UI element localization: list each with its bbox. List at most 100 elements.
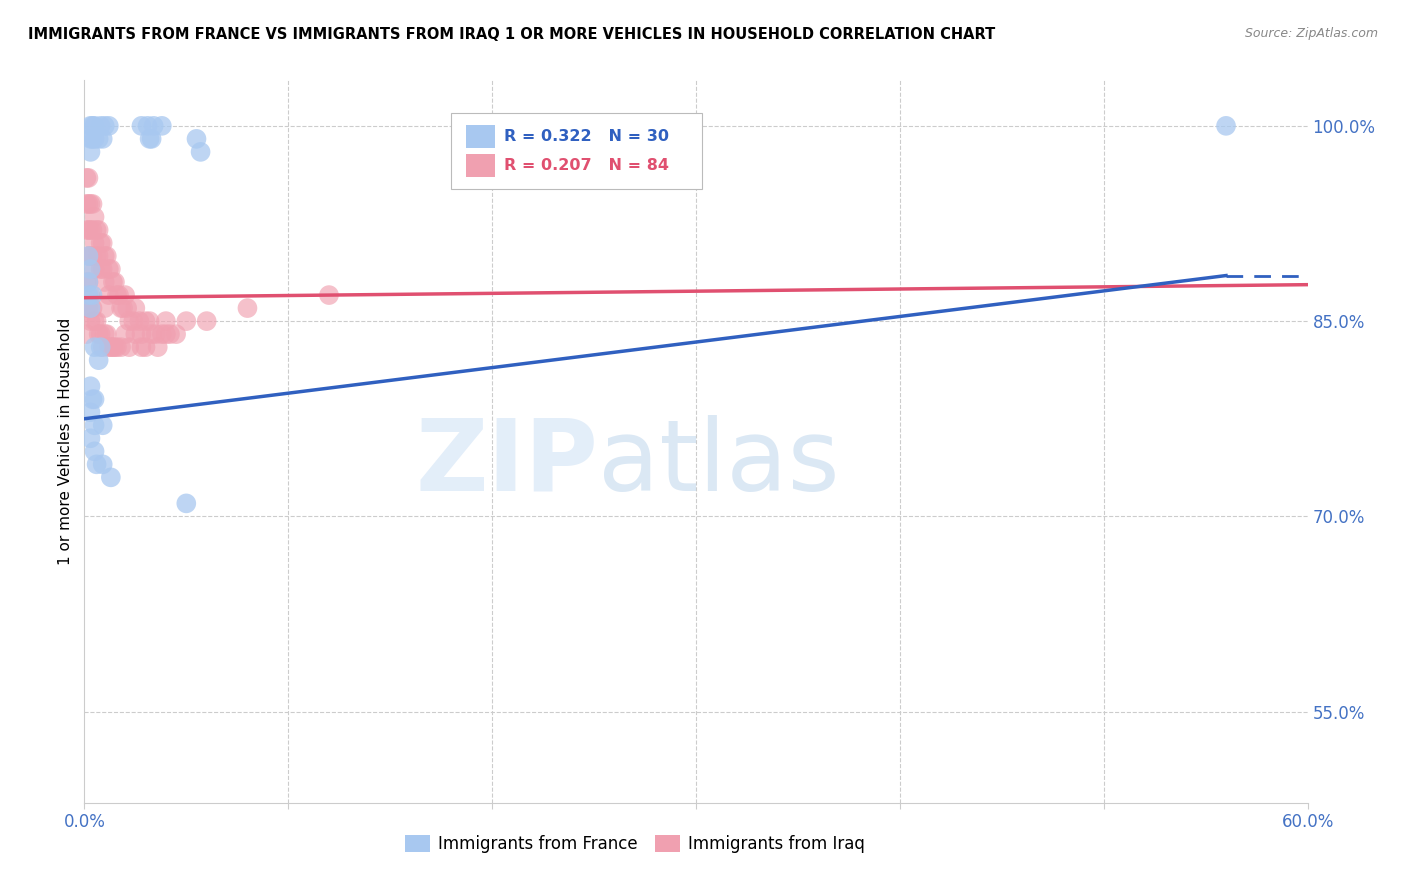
Point <box>101 340 124 354</box>
Point <box>75 170 97 185</box>
Point <box>100 340 122 354</box>
Point <box>114 288 136 302</box>
Point <box>104 275 127 289</box>
Point <box>128 314 150 328</box>
Point <box>79 249 101 263</box>
Point <box>75 275 97 289</box>
Point <box>77 249 100 263</box>
Y-axis label: 1 or more Vehicles in Household: 1 or more Vehicles in Household <box>58 318 73 566</box>
Point <box>87 223 110 237</box>
Point <box>83 340 105 354</box>
Point <box>138 314 160 328</box>
Point <box>131 340 153 354</box>
Point <box>86 458 108 472</box>
Point <box>135 340 157 354</box>
Point <box>83 262 105 277</box>
Point <box>118 314 141 328</box>
Text: R = 0.207   N = 84: R = 0.207 N = 84 <box>503 158 669 173</box>
Point <box>91 262 114 277</box>
Point <box>77 197 100 211</box>
Point <box>91 458 114 472</box>
Point <box>77 170 100 185</box>
Point <box>142 119 165 133</box>
Point <box>77 275 100 289</box>
Point <box>115 301 138 315</box>
Text: R = 0.322   N = 30: R = 0.322 N = 30 <box>503 129 669 145</box>
Point <box>159 327 181 342</box>
Point <box>110 301 132 315</box>
Point <box>97 288 120 302</box>
Text: IMMIGRANTS FROM FRANCE VS IMMIGRANTS FROM IRAQ 1 OR MORE VEHICLES IN HOUSEHOLD C: IMMIGRANTS FROM FRANCE VS IMMIGRANTS FRO… <box>28 27 995 42</box>
Point <box>90 119 112 133</box>
Point <box>146 340 169 354</box>
Point <box>97 119 120 133</box>
Point <box>174 496 197 510</box>
Point <box>155 327 177 342</box>
Point <box>138 132 160 146</box>
Point <box>122 314 145 328</box>
Point <box>104 340 127 354</box>
Point <box>100 262 122 277</box>
Point <box>82 249 104 263</box>
Point <box>318 288 340 302</box>
Point <box>105 288 128 302</box>
Point <box>79 119 101 133</box>
Point <box>112 301 135 315</box>
Point <box>77 249 100 263</box>
Legend: Immigrants from France, Immigrants from Iraq: Immigrants from France, Immigrants from … <box>398 828 872 860</box>
Point <box>87 353 110 368</box>
Point <box>114 327 136 342</box>
Point <box>86 314 108 328</box>
Point <box>165 327 187 342</box>
Point <box>82 119 104 133</box>
Point <box>79 379 101 393</box>
Point <box>87 327 110 342</box>
Point <box>77 275 100 289</box>
Point <box>97 262 120 277</box>
Point <box>90 340 112 354</box>
Text: ZIP: ZIP <box>415 415 598 512</box>
Point <box>83 235 105 250</box>
Point <box>93 119 115 133</box>
Point <box>86 223 108 237</box>
Point <box>82 223 104 237</box>
Point <box>101 275 124 289</box>
Point <box>75 327 97 342</box>
Point <box>174 314 197 328</box>
FancyBboxPatch shape <box>465 154 495 178</box>
Point <box>155 314 177 328</box>
Point <box>86 249 108 263</box>
Point <box>79 223 101 237</box>
Point <box>83 392 105 407</box>
Point <box>236 301 259 315</box>
Point <box>90 262 112 277</box>
Point <box>136 119 159 133</box>
Point <box>93 327 115 342</box>
Point <box>83 210 105 224</box>
Point <box>79 431 101 445</box>
Point <box>82 197 104 211</box>
Point <box>79 301 101 315</box>
Point <box>141 327 163 342</box>
FancyBboxPatch shape <box>465 125 495 148</box>
Point <box>77 288 100 302</box>
Point <box>90 327 112 342</box>
Point <box>100 470 122 484</box>
Point <box>75 223 97 237</box>
Point <box>79 145 101 159</box>
Point <box>75 301 97 315</box>
Point <box>186 132 208 146</box>
Point <box>97 340 120 354</box>
Point <box>90 235 112 250</box>
Point <box>96 249 118 263</box>
Point <box>135 314 157 328</box>
Point <box>145 327 167 342</box>
Point <box>79 132 101 146</box>
Point <box>82 288 104 302</box>
Point <box>83 444 105 458</box>
Point <box>91 235 114 250</box>
Text: Source: ZipAtlas.com: Source: ZipAtlas.com <box>1244 27 1378 40</box>
Point <box>1215 119 1237 133</box>
Point <box>108 288 131 302</box>
Point <box>96 327 118 342</box>
